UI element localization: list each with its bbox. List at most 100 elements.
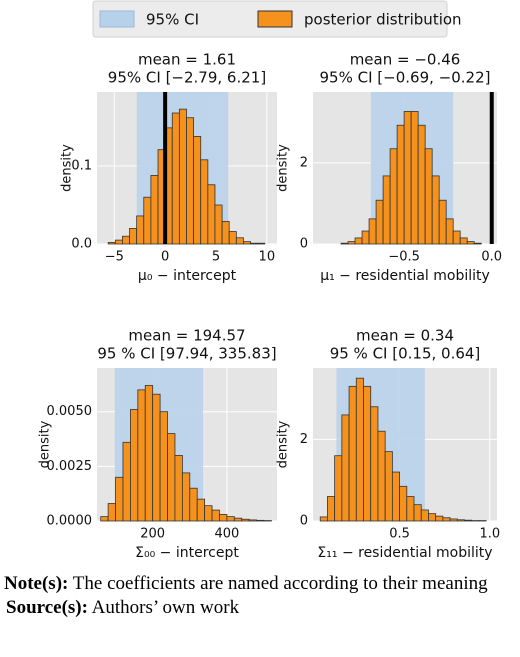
x-tick-label: −0.5 — [388, 250, 420, 265]
histogram-bar — [442, 517, 451, 522]
histogram-bar — [196, 498, 206, 522]
histogram-bar — [256, 519, 265, 522]
histogram-bar — [228, 231, 237, 245]
histogram-bar — [438, 199, 447, 245]
histogram-bar — [219, 514, 228, 522]
legend-label: posterior distribution — [304, 11, 462, 29]
y-tick-label: 0.0050 — [47, 404, 93, 419]
histogram-bar — [363, 385, 372, 522]
histogram-bar — [431, 175, 440, 245]
histogram-bar — [107, 503, 116, 522]
histogram-bar — [382, 175, 391, 245]
histogram-bar — [410, 111, 419, 245]
y-tick-label: 0.0000 — [47, 514, 93, 529]
x-tick-label: 0.0 — [481, 250, 502, 265]
histogram-bar — [122, 235, 130, 245]
histogram-bar — [214, 204, 223, 245]
x-axis-label: μ₁ − residential mobility — [320, 268, 490, 284]
histogram-bar — [334, 455, 343, 522]
chart-title: 95% CI [−0.69, −0.22] — [320, 69, 491, 87]
y-tick-label: 0 — [300, 237, 308, 252]
x-tick-label: −5 — [105, 250, 124, 265]
histogram-bar — [473, 242, 482, 245]
histogram-bar — [445, 218, 454, 245]
x-axis-label: μ₀ − intercept — [138, 268, 237, 284]
histogram-bar — [248, 519, 257, 522]
histogram-bar — [341, 414, 350, 522]
source-text: Authors’ own work — [91, 597, 240, 618]
source: Source(s): Authors’ own work — [6, 596, 509, 620]
histogram-bar — [189, 487, 198, 522]
histogram-bar — [435, 515, 444, 522]
legend-label: 95% CI — [146, 11, 199, 29]
note-text: The coefficients are named according to … — [72, 573, 488, 594]
histogram-bar — [417, 124, 426, 245]
histogram-bar — [181, 472, 191, 522]
x-tick-label: 1.0 — [479, 527, 500, 542]
histogram-bar — [396, 124, 405, 245]
histogram-bar — [257, 242, 266, 245]
histogram-bar — [167, 433, 176, 522]
histogram-bar — [319, 516, 328, 522]
histogram-bar — [130, 409, 139, 522]
y-axis-label: density — [60, 144, 75, 192]
histogram-bar — [107, 242, 116, 245]
histogram-bar — [150, 175, 159, 245]
histogram-bar — [384, 451, 393, 522]
note-label: Note(s): — [4, 573, 69, 594]
histogram-bar — [243, 241, 251, 245]
y-axis-label: density — [276, 144, 291, 192]
histogram-bar — [355, 377, 364, 522]
chart-title: 95 % CI [0.15, 0.64] — [330, 345, 481, 363]
chart-title: 95 % CI [97.94, 335.83] — [97, 345, 276, 363]
histogram-bar — [143, 196, 152, 245]
legend-swatch — [99, 10, 135, 28]
histogram-bar — [420, 509, 429, 522]
x-tick-label: 5 — [212, 250, 220, 265]
legend-swatch — [257, 10, 293, 28]
y-axis-label: density — [38, 420, 53, 468]
histogram-bar — [174, 455, 183, 522]
histogram-bar — [424, 148, 433, 245]
notes: Note(s): The coefficients are named acco… — [4, 572, 509, 620]
chart-title: mean = 0.34 — [356, 327, 454, 345]
histogram-bar — [122, 441, 131, 522]
chart-title: 95% CI [−2.79, 6.21] — [108, 69, 266, 87]
histogram-bar — [186, 117, 195, 245]
histogram-bar — [114, 239, 123, 245]
histogram-bar — [377, 430, 386, 522]
y-tick-label: 0.0025 — [47, 459, 93, 474]
histogram-bar — [449, 518, 458, 522]
histogram-bar — [406, 496, 415, 522]
histogram-bar — [368, 218, 377, 245]
histogram-bar — [413, 504, 422, 522]
chart-title: mean = 1.61 — [138, 51, 236, 69]
histogram-bar — [459, 237, 468, 245]
histogram-bar — [159, 411, 168, 522]
histogram-bar — [370, 406, 379, 522]
chart-title: mean = −0.46 — [350, 51, 461, 69]
y-tick-label: 0.0 — [71, 237, 92, 252]
x-axis-label: Σ₁₁ − residential mobility — [317, 545, 492, 561]
histogram-bar — [250, 242, 259, 245]
chart-title: mean = 194.57 — [128, 327, 245, 345]
source-label: Source(s): — [6, 597, 88, 618]
histogram-bar — [348, 385, 357, 522]
y-tick-label: 0.1 — [71, 159, 92, 174]
histogram-bar — [233, 517, 243, 522]
histogram-bar — [403, 111, 412, 245]
histogram-bar — [375, 199, 384, 245]
note: Note(s): The coefficients are named acco… — [4, 572, 509, 596]
histogram-bar — [200, 159, 209, 245]
y-tick-label: 2 — [300, 155, 308, 170]
histogram-bar — [144, 385, 154, 522]
histogram-bar — [136, 215, 145, 245]
histogram-bar — [129, 228, 138, 245]
histogram-bar — [466, 241, 475, 245]
x-tick-label: 400 — [214, 527, 239, 542]
histogram-bar — [211, 509, 220, 522]
histogram-bar — [178, 108, 187, 245]
histogram-bar — [100, 516, 109, 522]
